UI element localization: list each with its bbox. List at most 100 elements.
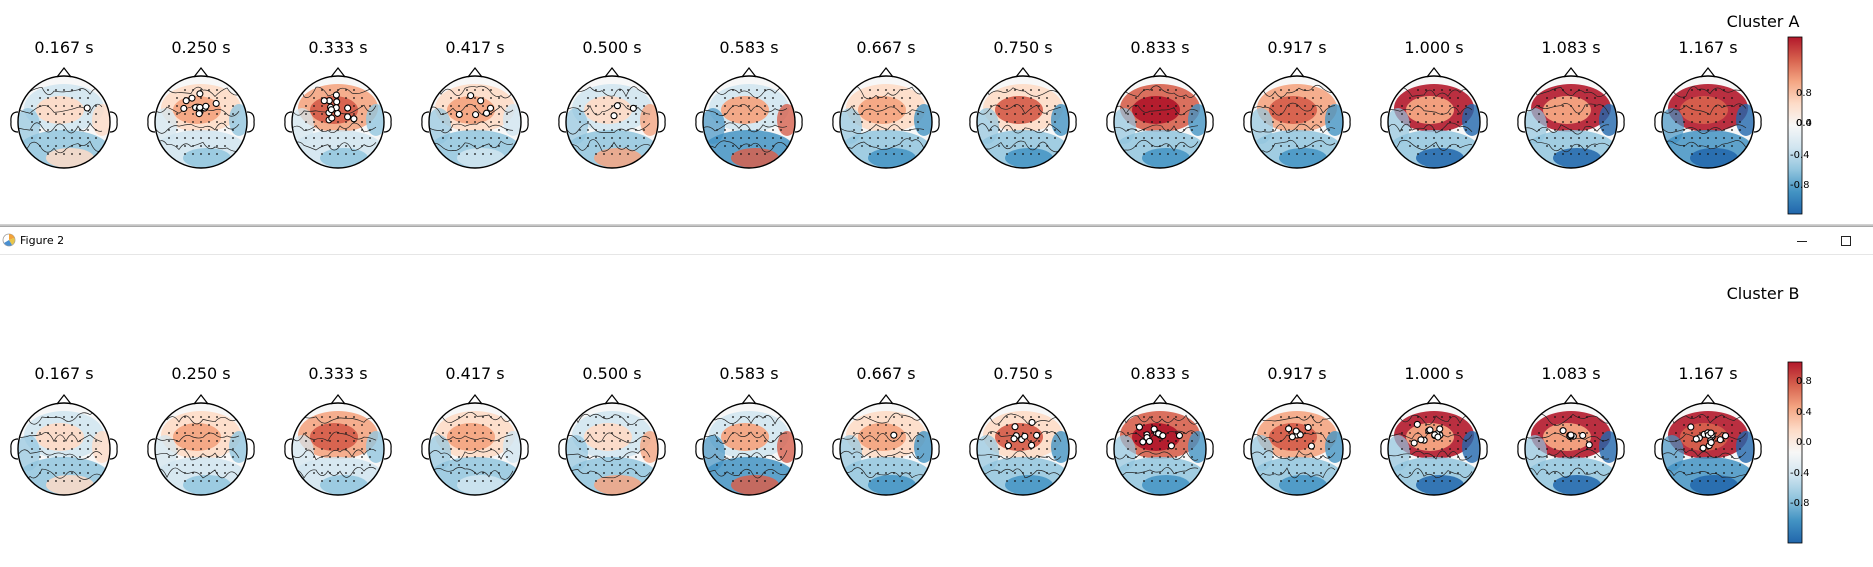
time-label-b-1: 0.167 s — [34, 364, 94, 383]
topomap-b-4 — [421, 394, 529, 496]
topomap-a-7 — [832, 67, 940, 169]
minimize-button[interactable] — [1780, 229, 1824, 253]
time-label-b-7: 0.667 s — [856, 364, 916, 383]
time-label-a-13: 1.167 s — [1678, 38, 1738, 57]
time-label-b-12: 1.083 s — [1541, 364, 1601, 383]
significant-electrode — [1159, 432, 1167, 440]
colorbar-b-tick-4: -0.4 — [1790, 468, 1810, 479]
significant-electrode — [1417, 436, 1425, 444]
topomap-b-3 — [284, 394, 392, 496]
time-label-a-1: 0.167 s — [34, 38, 94, 57]
significant-electrode — [1559, 427, 1567, 435]
significant-electrode — [1028, 418, 1036, 426]
significant-electrode — [320, 97, 328, 105]
colorbar-a-tick-5: -0.8 — [1790, 180, 1810, 191]
time-label-a-11: 1.000 s — [1404, 38, 1464, 57]
time-label-b-2: 0.250 s — [171, 364, 231, 383]
topomap-b-13 — [1654, 394, 1762, 496]
topomap-row-cluster-b — [10, 361, 1803, 544]
significant-electrode — [1004, 442, 1012, 450]
significant-electrode — [1167, 442, 1175, 450]
colorbar-a-tick-1: 0.8 — [1796, 88, 1812, 99]
significant-electrode — [333, 109, 342, 117]
significant-electrode — [477, 97, 485, 105]
time-label-b-13: 1.167 s — [1678, 364, 1738, 383]
significant-electrode — [195, 110, 203, 118]
significant-electrode — [328, 114, 336, 122]
significant-electrode — [344, 113, 352, 121]
time-label-a-6: 0.583 s — [719, 38, 779, 57]
topomap-a-3 — [284, 67, 392, 169]
colorbar-a-tick-2: 0.4 — [1796, 118, 1812, 129]
significant-electrode — [1716, 436, 1724, 444]
significant-electrode — [350, 115, 358, 123]
figure-1-canvas: Cluster A 0.167 s 0.250 s 0.333 s 0.417 s 0.… — [0, 0, 1873, 224]
significant-electrode — [482, 109, 491, 117]
significant-electrode — [1707, 429, 1715, 437]
topomap-b-1 — [10, 394, 118, 496]
colorbar-b — [1787, 361, 1803, 544]
window-divider — [0, 224, 1873, 227]
time-label-b-4: 0.417 s — [445, 364, 505, 383]
colorbar-b-tick-3: 0.0 — [1796, 437, 1812, 448]
significant-electrode — [1307, 442, 1316, 450]
significant-electrode — [202, 102, 210, 110]
significant-electrode — [472, 111, 480, 119]
significant-electrode — [890, 431, 898, 439]
figure-2-titlebar[interactable]: Figure 2 — [0, 227, 1873, 255]
significant-electrode — [182, 97, 190, 105]
matplotlib-app-icon — [2, 233, 16, 247]
time-label-a-9: 0.833 s — [1130, 38, 1190, 57]
topomap-a-6 — [695, 67, 803, 169]
significant-electrode — [1434, 433, 1442, 441]
significant-electrode — [1707, 438, 1715, 447]
topomap-a-13 — [1654, 67, 1762, 169]
time-label-b-11: 1.000 s — [1404, 364, 1464, 383]
time-label-b-8: 0.750 s — [993, 364, 1053, 383]
cluster-a-title: Cluster A — [1726, 12, 1800, 31]
significant-electrode — [1175, 432, 1183, 440]
time-label-a-8: 0.750 s — [993, 38, 1053, 57]
topomap-b-6 — [695, 394, 803, 496]
significant-electrode — [1687, 423, 1695, 431]
significant-electrode — [196, 103, 204, 111]
figure-2-canvas: Cluster B 0.167 s 0.250 s 0.333 s 0.417 s 0.… — [0, 255, 1873, 567]
topomap-b-2 — [147, 394, 255, 496]
significant-electrode — [1721, 432, 1730, 440]
significant-electrode — [1285, 425, 1293, 433]
time-label-a-12: 1.083 s — [1541, 38, 1601, 57]
topomap-a-5 — [558, 67, 666, 169]
significant-electrode — [1567, 431, 1575, 439]
significant-electrode — [212, 99, 220, 108]
topomap-b-9 — [1106, 394, 1214, 496]
time-label-a-3: 0.333 s — [308, 38, 368, 57]
topomap-b-7 — [832, 394, 940, 496]
time-label-a-10: 0.917 s — [1267, 38, 1327, 57]
significant-electrode — [1139, 438, 1147, 446]
topomap-a-2 — [147, 67, 255, 169]
topomap-a-10 — [1243, 67, 1351, 169]
maximize-button[interactable] — [1824, 229, 1868, 253]
significant-electrode — [1436, 425, 1444, 433]
cluster-b-title: Cluster B — [1726, 284, 1800, 303]
significant-electrode — [1288, 433, 1296, 441]
significant-electrode — [1585, 441, 1593, 449]
time-label-a-4: 0.417 s — [445, 38, 505, 57]
maximize-icon — [1841, 236, 1851, 246]
colorbar-a — [1787, 36, 1803, 215]
significant-electrode — [332, 91, 340, 99]
significant-electrode — [1699, 444, 1707, 452]
topomap-a-9 — [1106, 67, 1214, 169]
time-label-a-7: 0.667 s — [856, 38, 916, 57]
topomap-a-1 — [10, 67, 118, 169]
significant-electrode — [467, 92, 475, 100]
significant-electrode — [610, 112, 618, 120]
significant-electrode — [1579, 431, 1587, 440]
significant-electrode — [1010, 435, 1018, 443]
topomap-a-11 — [1380, 67, 1488, 169]
topomap-a-4 — [421, 67, 529, 169]
topomap-b-8 — [969, 394, 1077, 496]
significant-electrode — [1033, 431, 1041, 439]
significant-electrode — [1028, 441, 1036, 449]
significant-electrode — [1304, 423, 1312, 432]
